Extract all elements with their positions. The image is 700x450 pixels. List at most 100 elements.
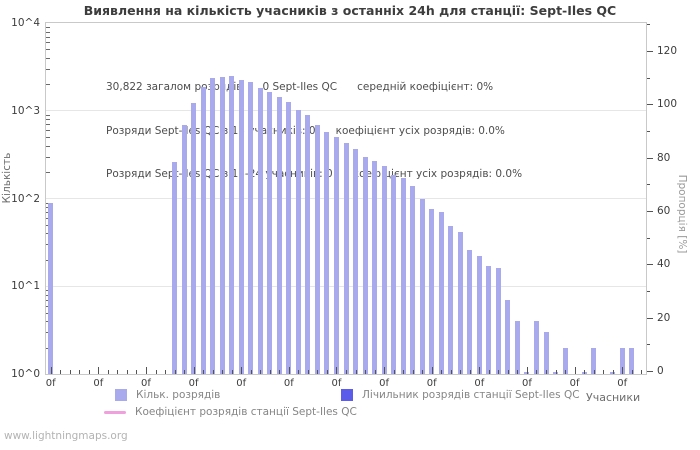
x-tick-label: 0f xyxy=(236,378,247,389)
x-minor-tick xyxy=(641,370,643,374)
y-left-minor-tick xyxy=(46,290,50,292)
y-left-minor-tick xyxy=(46,68,50,70)
bar xyxy=(429,208,435,374)
x-major-tick xyxy=(50,367,52,374)
x-major-tick xyxy=(574,367,576,374)
y-right-minor-tick xyxy=(647,130,650,132)
y-right-major-tick xyxy=(647,370,653,372)
x-minor-tick xyxy=(460,370,462,374)
y-right-tick-label: 80 xyxy=(657,151,671,164)
x-minor-tick xyxy=(69,370,71,374)
x-tick-label: 0f xyxy=(141,378,151,389)
bar xyxy=(276,96,282,374)
y-left-minor-tick xyxy=(46,119,50,121)
x-major-tick xyxy=(193,367,195,374)
legend-item-count: Кільк. розрядів xyxy=(115,389,220,401)
x-major-tick xyxy=(241,367,243,374)
x-minor-tick xyxy=(393,370,395,374)
x-minor-tick xyxy=(203,370,205,374)
x-tick-label: 0f xyxy=(188,378,199,389)
y-left-minor-tick xyxy=(46,294,50,296)
bar xyxy=(629,347,635,374)
x-minor-tick xyxy=(155,370,157,374)
x-minor-tick xyxy=(546,370,547,374)
y-left-minor-tick xyxy=(46,36,50,38)
bar xyxy=(448,226,454,374)
bar xyxy=(267,91,273,374)
y-right-minor-tick xyxy=(647,344,650,346)
bar xyxy=(200,86,206,374)
legend-swatch-count xyxy=(115,389,127,401)
legend-swatch-station-counter xyxy=(341,389,353,401)
y-right-major-tick xyxy=(647,51,653,52)
x-minor-tick xyxy=(584,370,586,374)
x-minor-tick xyxy=(136,370,138,374)
bar xyxy=(210,78,216,374)
y-left-minor-tick xyxy=(46,312,50,314)
chart-title: Виявлення на кількість учасників з остан… xyxy=(83,3,617,18)
bar xyxy=(314,124,320,374)
y-left-minor-tick xyxy=(46,31,50,33)
x-minor-tick xyxy=(469,370,471,374)
x-tick-label: 0f xyxy=(569,378,580,389)
legend-swatch-coefficient-line xyxy=(104,410,126,414)
x-major-tick xyxy=(146,367,147,374)
y-left-tick-label: 10^0 xyxy=(11,368,40,380)
y-right-minor-tick xyxy=(647,290,650,292)
bar xyxy=(333,136,339,374)
x-major-tick xyxy=(336,367,338,374)
y-left-minor-tick xyxy=(46,224,50,226)
y-right-major-tick xyxy=(647,264,653,266)
y-left-minor-tick xyxy=(46,332,50,334)
y-left-minor-tick xyxy=(46,321,50,323)
bar xyxy=(229,75,235,374)
y-axis-right-title: Пропорція [%] xyxy=(676,174,688,254)
watermark-url: www.lightningmaps.org xyxy=(4,430,128,442)
x-minor-tick xyxy=(536,370,538,374)
bar xyxy=(400,177,406,374)
x-minor-tick xyxy=(79,370,81,374)
x-minor-tick xyxy=(117,370,119,374)
y-left-tick-label: 10^3 xyxy=(11,104,40,117)
x-minor-tick xyxy=(60,370,62,374)
y-right-minor-tick xyxy=(647,237,650,239)
bar xyxy=(438,211,444,374)
bar xyxy=(295,110,301,374)
bar xyxy=(191,102,197,374)
x-minor-tick xyxy=(565,370,567,374)
bar xyxy=(353,149,359,374)
bar xyxy=(248,82,254,374)
bar xyxy=(305,114,311,374)
annotation-line-1: 30,822 загалом розрядів 0 Sept-Iles QC с… xyxy=(106,81,494,93)
x-minor-tick xyxy=(174,370,176,374)
y-left-minor-tick xyxy=(46,130,50,132)
x-minor-tick xyxy=(441,370,443,374)
x-minor-tick xyxy=(165,370,167,374)
x-minor-tick xyxy=(422,370,424,374)
y-left-minor-tick xyxy=(46,124,50,126)
bar xyxy=(419,199,425,374)
y-right-tick-label: 20 xyxy=(657,311,671,324)
bar xyxy=(591,347,597,374)
legend-label-station-counter: Лічильник розрядів станції Sept-Iles QC xyxy=(362,389,580,401)
x-minor-tick xyxy=(184,370,186,374)
x-tick-label: 0f xyxy=(617,378,628,389)
y-right-major-tick xyxy=(647,317,653,319)
bar xyxy=(286,101,292,374)
bar xyxy=(467,249,473,374)
x-axis-title: Учасники xyxy=(586,391,641,404)
x-minor-tick xyxy=(374,370,376,374)
y-left-minor-tick xyxy=(46,145,50,147)
y-left-minor-tick xyxy=(46,212,50,214)
x-minor-tick xyxy=(317,370,319,374)
x-minor-tick xyxy=(107,370,109,374)
x-major-tick xyxy=(431,367,433,374)
x-minor-tick xyxy=(126,370,128,374)
legend-item-station-counter: Лічильник розрядів станції Sept-Iles QC xyxy=(341,389,580,401)
y-right-tick-label: 120 xyxy=(657,45,678,57)
y-axis-left-title: Кількість xyxy=(1,152,13,204)
bar xyxy=(391,174,397,374)
x-minor-tick xyxy=(222,370,224,374)
x-minor-tick xyxy=(307,370,309,374)
